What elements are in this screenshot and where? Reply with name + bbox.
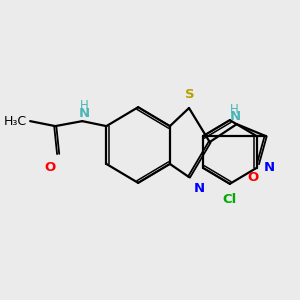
Text: S: S <box>185 88 195 101</box>
Text: O: O <box>248 171 259 184</box>
Text: Cl: Cl <box>223 193 237 206</box>
Text: H: H <box>230 103 238 116</box>
Text: O: O <box>45 161 56 174</box>
Text: N: N <box>79 107 90 120</box>
Text: N: N <box>263 161 274 174</box>
Text: N: N <box>230 110 241 123</box>
Text: N: N <box>194 182 205 195</box>
Text: H: H <box>80 99 88 112</box>
Text: H₃C: H₃C <box>4 115 27 128</box>
